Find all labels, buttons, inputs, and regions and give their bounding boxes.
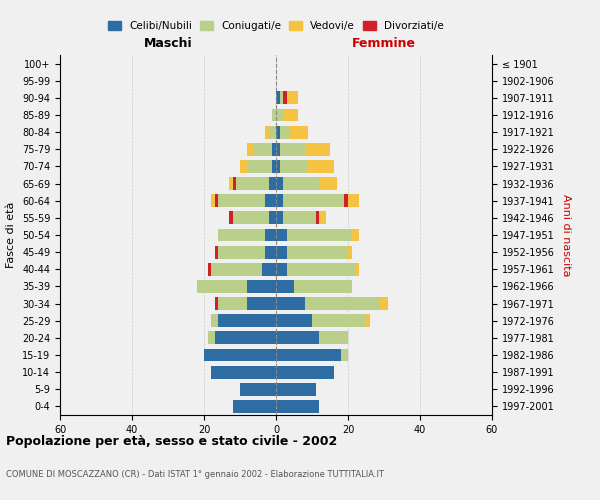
Bar <box>312 314 366 327</box>
Bar <box>276 348 341 362</box>
Bar <box>218 314 276 327</box>
Bar <box>265 246 276 258</box>
Bar <box>272 160 276 173</box>
Bar <box>211 194 215 207</box>
Bar <box>276 177 283 190</box>
Bar <box>276 212 283 224</box>
Bar <box>276 160 280 173</box>
Bar <box>316 212 319 224</box>
Bar <box>280 126 290 138</box>
Bar <box>287 92 298 104</box>
Bar <box>287 246 348 258</box>
Bar <box>269 177 276 190</box>
Bar <box>215 194 218 207</box>
Bar <box>287 263 355 276</box>
Bar <box>215 246 218 258</box>
Bar <box>283 194 344 207</box>
Bar <box>236 177 269 190</box>
Y-axis label: Anni di nascita: Anni di nascita <box>561 194 571 276</box>
Bar <box>380 297 388 310</box>
Bar <box>283 108 298 122</box>
Y-axis label: Fasce di età: Fasce di età <box>7 202 16 268</box>
Bar <box>280 143 305 156</box>
Bar <box>276 126 280 138</box>
Bar <box>247 160 272 173</box>
Bar <box>294 280 352 293</box>
Bar <box>208 332 215 344</box>
Bar <box>276 314 312 327</box>
Bar <box>233 177 236 190</box>
Bar <box>276 366 334 378</box>
Bar <box>215 332 276 344</box>
Bar <box>276 228 287 241</box>
Bar <box>265 126 269 138</box>
Bar <box>218 228 265 241</box>
Text: Maschi: Maschi <box>143 37 193 50</box>
Bar <box>204 348 276 362</box>
Bar <box>352 228 359 241</box>
Bar <box>269 126 276 138</box>
Bar <box>247 280 276 293</box>
Bar <box>344 194 348 207</box>
Bar <box>197 280 247 293</box>
Bar <box>290 126 308 138</box>
Bar <box>319 212 326 224</box>
Bar <box>233 400 276 413</box>
Bar <box>218 246 265 258</box>
Bar <box>276 263 287 276</box>
Bar <box>211 314 218 327</box>
Bar <box>348 246 352 258</box>
Bar <box>254 143 272 156</box>
Bar <box>276 297 305 310</box>
Bar <box>287 228 352 241</box>
Text: Femmine: Femmine <box>352 37 416 50</box>
Bar <box>247 297 276 310</box>
Bar <box>215 297 218 310</box>
Bar <box>366 314 370 327</box>
Bar <box>283 92 287 104</box>
Bar <box>308 160 334 173</box>
Bar <box>280 92 283 104</box>
Bar <box>233 212 269 224</box>
Bar <box>319 332 348 344</box>
Bar <box>348 194 359 207</box>
Bar <box>276 332 319 344</box>
Text: Popolazione per età, sesso e stato civile - 2002: Popolazione per età, sesso e stato civil… <box>6 435 337 448</box>
Bar <box>272 108 276 122</box>
Bar <box>276 383 316 396</box>
Bar <box>218 194 265 207</box>
Bar <box>280 160 308 173</box>
Bar <box>276 280 294 293</box>
Bar <box>272 143 276 156</box>
Bar <box>265 194 276 207</box>
Bar <box>247 143 254 156</box>
Bar <box>276 108 283 122</box>
Bar <box>319 177 337 190</box>
Bar <box>265 228 276 241</box>
Bar <box>305 297 380 310</box>
Bar <box>229 177 233 190</box>
Bar <box>305 143 330 156</box>
Bar <box>218 297 247 310</box>
Text: COMUNE DI MOSCAZZANO (CR) - Dati ISTAT 1° gennaio 2002 - Elaborazione TUTTITALIA: COMUNE DI MOSCAZZANO (CR) - Dati ISTAT 1… <box>6 470 384 479</box>
Legend: Celibi/Nubili, Coniugati/e, Vedovi/e, Divorziati/e: Celibi/Nubili, Coniugati/e, Vedovi/e, Di… <box>104 17 448 36</box>
Bar <box>240 160 247 173</box>
Bar <box>211 263 262 276</box>
Bar <box>240 383 276 396</box>
Bar <box>283 212 316 224</box>
Bar <box>276 194 283 207</box>
Bar <box>276 246 287 258</box>
Bar <box>276 143 280 156</box>
Bar <box>229 212 233 224</box>
Bar <box>208 263 211 276</box>
Bar <box>341 348 348 362</box>
Bar <box>211 366 276 378</box>
Bar <box>283 177 319 190</box>
Bar <box>355 263 359 276</box>
Bar <box>269 212 276 224</box>
Bar <box>276 400 319 413</box>
Bar <box>276 92 280 104</box>
Bar <box>262 263 276 276</box>
